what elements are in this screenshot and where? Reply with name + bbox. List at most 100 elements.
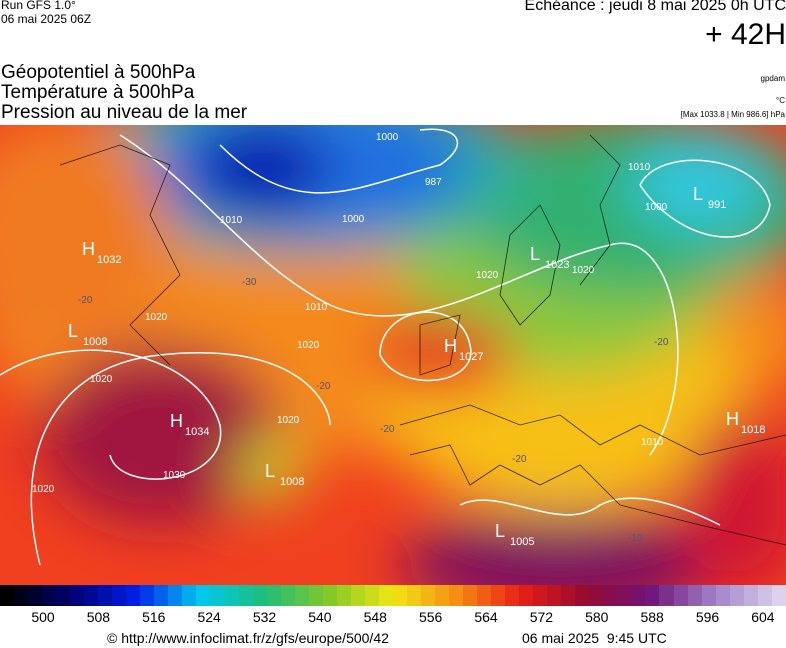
colorbar-label: 524 [197,609,221,625]
colorbar-label: 596 [695,609,720,625]
colorbar-label: 500 [31,609,55,625]
swatch [575,585,590,606]
swatch [84,585,99,606]
swatch [98,585,113,606]
swatch [308,585,323,606]
isobar-label: 1020 [297,340,320,351]
colorbar-label: 516 [142,609,166,625]
swatch [420,585,435,606]
isobar-label: 1010 [628,162,651,173]
swatch [729,585,744,606]
isobar-label: 1020 [145,312,168,323]
unit: gpdam [760,74,785,83]
swatch [659,585,674,606]
colorbar-label: 572 [529,609,554,625]
swatch [645,585,660,606]
center-value: 1023 [545,259,569,271]
swatch [364,585,379,606]
swatch [126,585,141,606]
swatch [252,585,267,606]
colorbar-label: 580 [585,609,609,625]
center-value: 1027 [459,351,483,363]
center-value: 1032 [97,254,121,266]
swatch [154,585,169,606]
isobar-label: 1020 [277,415,300,426]
colorbar-label: 532 [252,609,277,625]
swatch [238,585,253,606]
swatch [14,585,29,606]
swatch [589,585,604,606]
temperature-label: -20 [654,337,669,348]
colorbar-label: 548 [363,609,387,625]
swatch [505,585,520,606]
title: Température à 500hPa [1,82,195,103]
swatch [56,585,71,606]
isobar-label: 1010 [305,302,328,313]
isobar-label: 1020 [572,265,595,276]
center-type: H [82,239,95,259]
isobar-label: 1020 [476,270,499,281]
isobar-label: 1010 [641,437,664,448]
swatch [392,585,407,606]
temperature-label: -30 [242,277,257,288]
run-date: 06 mai 2025 06Z [1,12,92,26]
swatch [294,585,309,606]
swatch [673,585,688,606]
swatch [547,585,562,606]
center-type: H [726,409,739,429]
swatch [140,585,155,606]
swatch [561,585,576,606]
source-url: © http://www.infoclimat.fr/z/gfs/europe/… [107,630,389,646]
field [0,125,786,585]
center-type: H [170,411,183,431]
temperature-label: -20 [316,381,331,392]
map: H1032L1008H1034L1008H1027L1023L991H1018L… [0,125,786,585]
swatch [322,585,337,606]
isobar-label: 1030 [163,470,186,481]
swatch [701,585,716,606]
swatch [603,585,618,606]
isobar-label: 1020 [90,374,113,385]
timestamp: 06 mai 2025 9:45 UTC [522,630,667,646]
swatch [406,585,421,606]
swatch [0,585,15,606]
swatch [336,585,351,606]
swatch [519,585,534,606]
center-type: L [68,321,78,341]
temperature-label: -20 [78,295,93,306]
center-type: H [444,336,457,356]
isobar-label: 987 [425,177,442,188]
swatch [42,585,57,606]
isobar-label: 1010 [220,215,243,226]
swatch [631,585,646,606]
swatch [28,585,43,606]
swatch [266,585,281,606]
temperature-label: -20 [380,424,395,435]
swatch [463,585,478,606]
colorbar-label: 604 [751,609,775,625]
colorbar-label: 588 [640,609,664,625]
colorbar-label: 508 [86,609,111,625]
swatch [715,585,730,606]
center-value: 1018 [741,424,765,436]
run: Run GFS 1.0° [1,0,76,12]
colorbar-label: 564 [474,609,498,625]
swatch [168,585,183,606]
colorbar-label: 556 [418,609,443,625]
swatch [617,585,632,606]
swatch [350,585,365,606]
swatch [210,585,225,606]
colorbar-label: 540 [308,609,332,625]
temperature-label: -20 [512,454,527,465]
swatch [533,585,548,606]
swatch [280,585,295,606]
title: Géopotentiel à 500hPa [1,62,196,83]
lead-time: + 42H [705,18,786,51]
center-value: 1034 [185,426,209,438]
colorbar [0,585,786,606]
center-value: 1008 [280,476,304,488]
echeance: Echéance : jeudi 8 mai 2025 0h UTC [524,0,786,14]
swatch [434,585,449,606]
swatch [449,585,464,606]
